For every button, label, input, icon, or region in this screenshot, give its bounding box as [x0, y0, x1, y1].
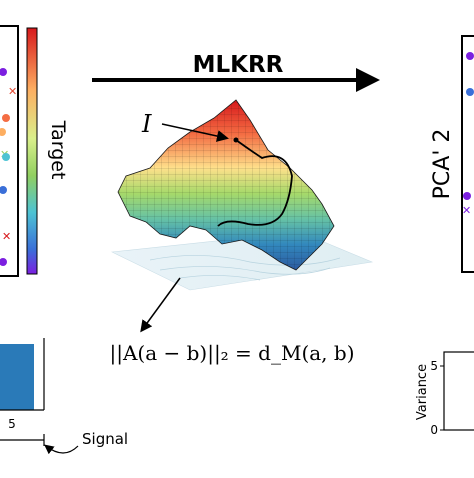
- scatter-point: [0, 258, 7, 266]
- scatter-cross: ✕: [462, 204, 471, 217]
- variance-chart: 5 0 Variance: [415, 351, 474, 437]
- colorbar-label: Target: [47, 120, 69, 180]
- scatter-point: [466, 52, 474, 60]
- arrow-head: [356, 68, 380, 92]
- colorbar-gradient: [26, 27, 38, 275]
- optimization-path: [217, 139, 293, 227]
- point-pointer: [161, 123, 229, 142]
- scatter-point: [463, 192, 471, 200]
- signal-arrow: [44, 444, 79, 455]
- right-scatter-panel: ✕ PCA' 2: [430, 35, 474, 273]
- scatter-point: [466, 88, 474, 96]
- left-scatter-panel: ✕ ✕ ✕: [0, 25, 19, 277]
- right-axis-label: PCA' 2: [430, 129, 455, 200]
- scatter-cross: ✕: [2, 230, 11, 243]
- contour-floor: [110, 231, 374, 291]
- bar-axis-tick: 5: [8, 417, 16, 431]
- scatter-point: [2, 114, 10, 122]
- scatter-point: [0, 68, 7, 76]
- point-label: I: [141, 110, 152, 138]
- signal-label: Signal: [82, 430, 128, 448]
- variance-frame: [443, 351, 474, 431]
- scatter-point: [0, 128, 6, 136]
- variance-tick-5: 5: [430, 359, 438, 373]
- contour-lines: [149, 255, 341, 281]
- signal-bar: [0, 344, 34, 410]
- scatter-point: [0, 186, 7, 194]
- equation-pointer: [140, 277, 181, 333]
- metric-equation: ||A(a − b)||₂ = d_M(a, b): [109, 341, 354, 366]
- variance-tick-0: 0: [430, 423, 438, 437]
- signal-bar-chart: 5 Signal: [0, 338, 128, 455]
- mlkrr-arrow: MLKRR: [92, 52, 380, 92]
- right-scatter-frame: [461, 35, 474, 273]
- left-scatter-frame: [0, 25, 19, 277]
- variance-label: Variance: [415, 364, 430, 420]
- surface-mesh: [118, 100, 334, 270]
- arrow-title: MLKRR: [193, 52, 284, 78]
- range-bracket: [0, 434, 45, 446]
- scatter-cross: ✕: [8, 85, 17, 98]
- scatter-point: [2, 153, 10, 161]
- point-annotation: I: [141, 110, 229, 142]
- loss-surface: [110, 99, 374, 291]
- colorbar: Target: [26, 27, 69, 275]
- start-point: [233, 137, 239, 143]
